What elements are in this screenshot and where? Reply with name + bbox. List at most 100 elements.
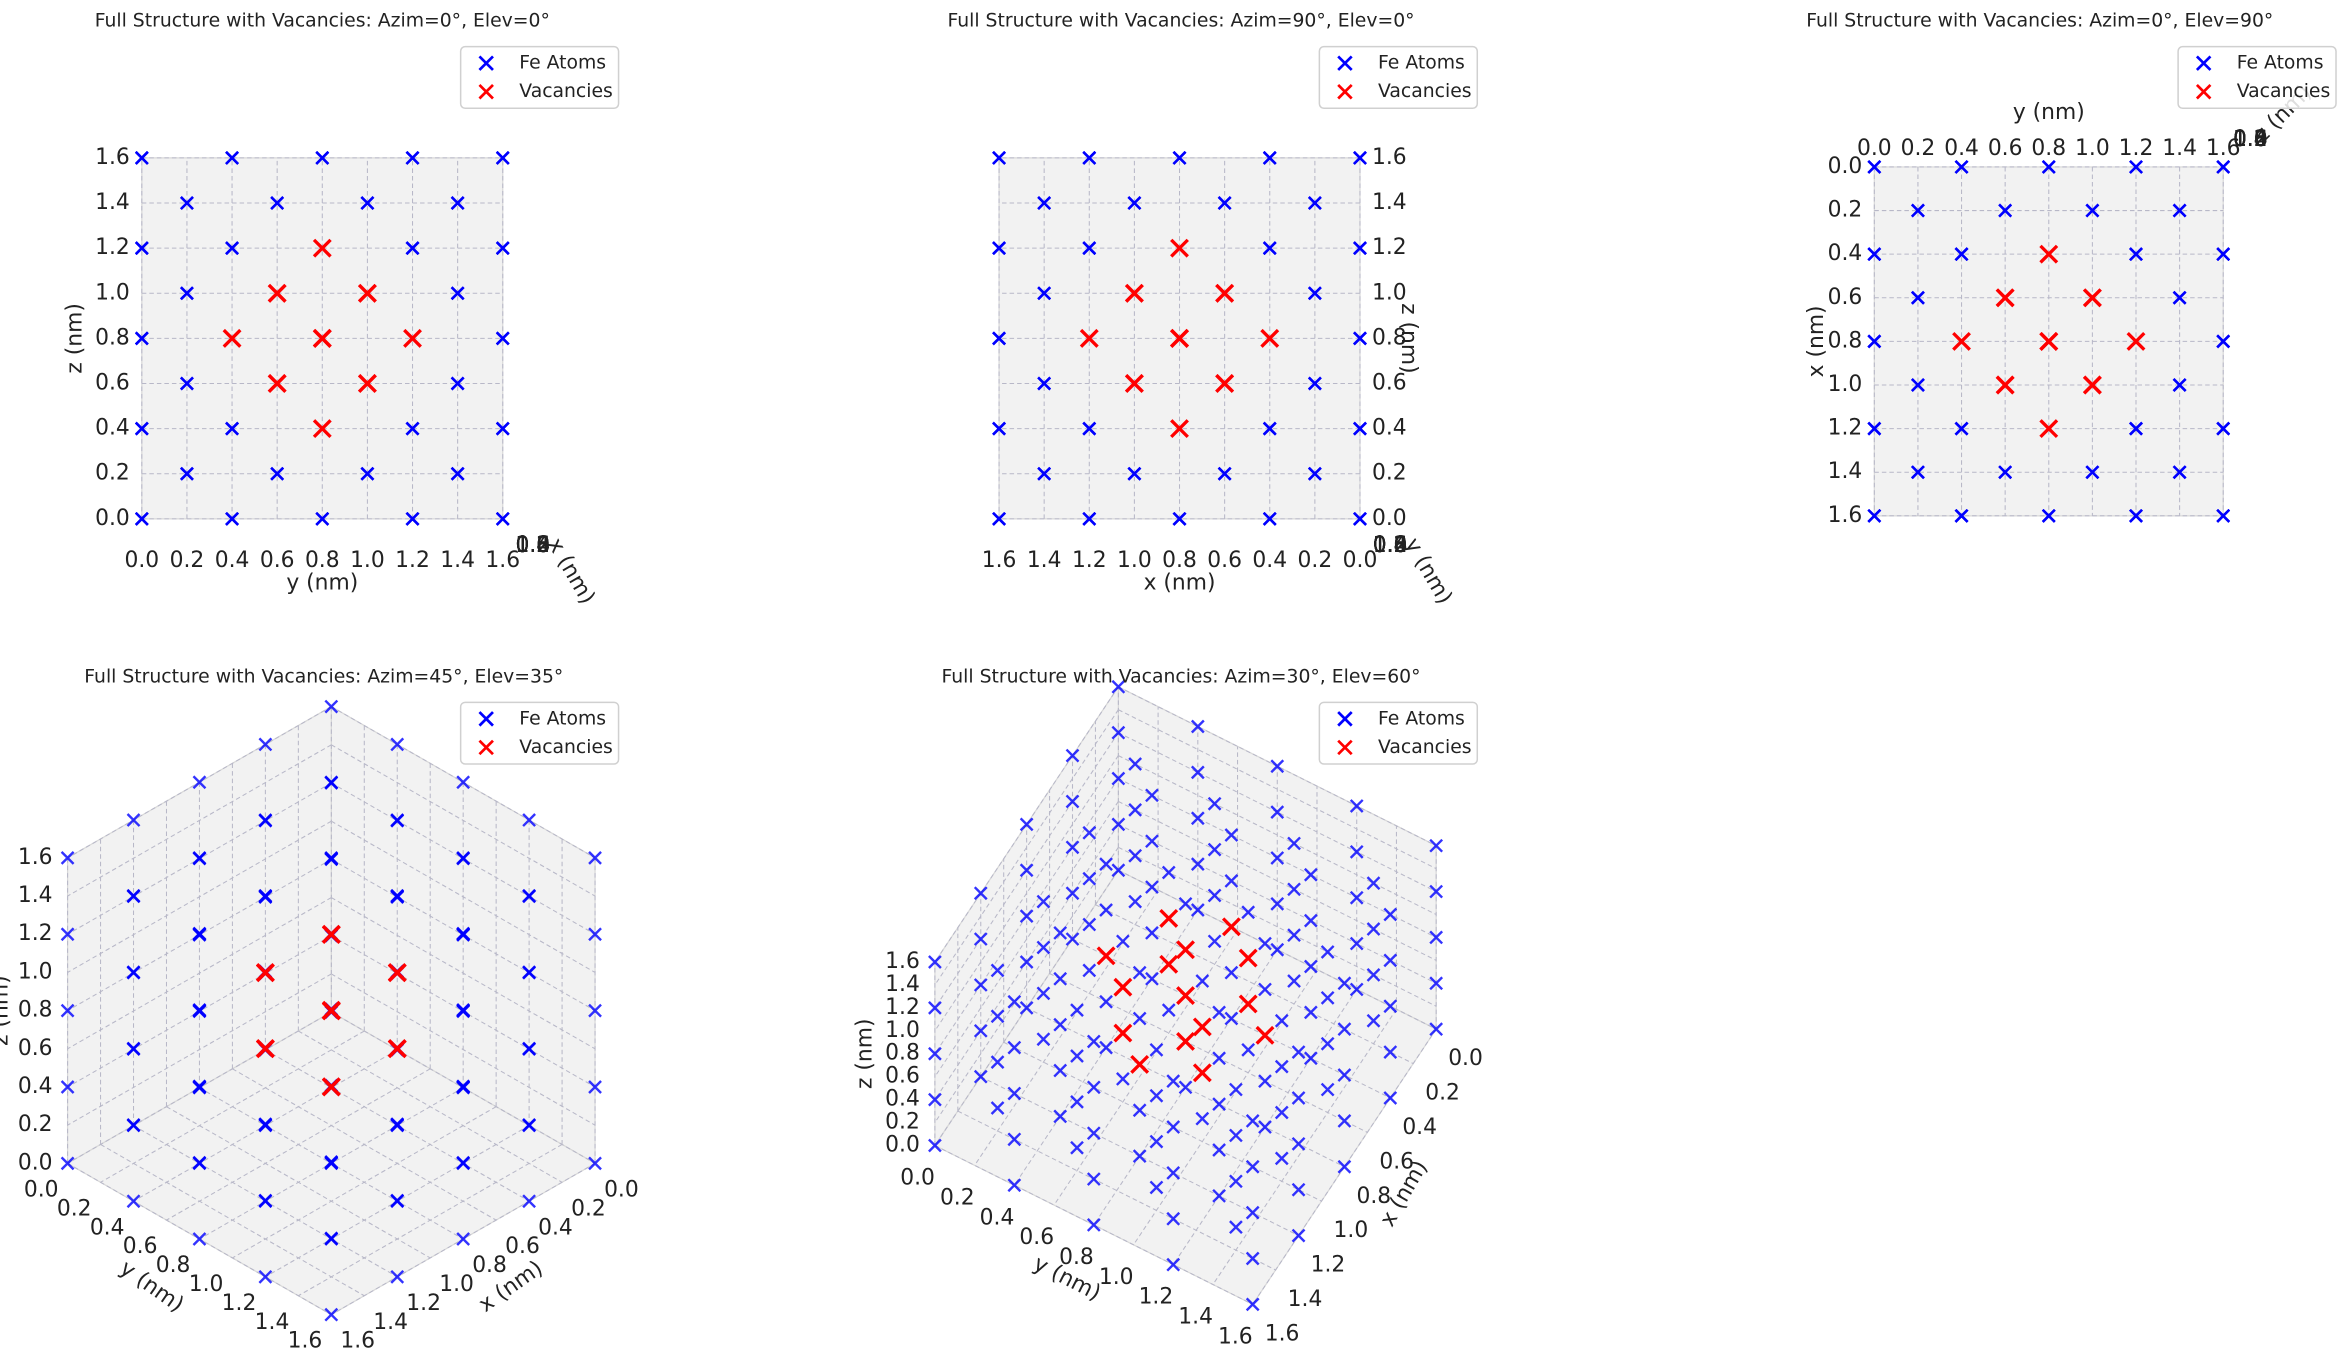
z-tick-label: 1.4 (95, 190, 130, 215)
y-tick-label: 0.4 (1944, 136, 1979, 161)
atom-marker (1995, 288, 2015, 308)
atom-marker (315, 511, 330, 526)
atom-marker (1132, 1103, 1147, 1118)
atom-marker (495, 331, 510, 346)
atom-marker (126, 965, 141, 980)
atom-marker (1320, 1082, 1335, 1097)
atom-marker (267, 283, 287, 303)
atom-marker (1082, 963, 1097, 978)
x-tick-label: 0.2 (1298, 548, 1333, 573)
atom-marker (1303, 867, 1318, 882)
atom-marker (1166, 1257, 1181, 1272)
atom-marker (1238, 994, 1258, 1014)
atom-marker (1308, 376, 1322, 391)
x-tick-label: 0.6 (1207, 548, 1242, 573)
y-tick-label: 0.4 (90, 1215, 125, 1240)
atom-marker (2039, 244, 2059, 264)
atom-marker (1303, 959, 1318, 974)
atom-marker (324, 1155, 339, 1170)
atom-marker (1149, 1042, 1164, 1057)
atom-marker (258, 737, 273, 752)
y-tick-label: 0.0 (1373, 533, 1408, 558)
x-tick-label: 0.6 (505, 1234, 540, 1259)
atom-marker (1260, 328, 1280, 348)
atom-marker (1124, 374, 1144, 393)
atom-marker (1353, 511, 1367, 526)
x-tick-label: 1.0 (1828, 372, 1863, 397)
atom-marker (1007, 1178, 1022, 1193)
z-tick-label: 0.2 (2233, 127, 2268, 152)
atom-marker (390, 737, 405, 752)
atom-marker (1349, 982, 1364, 997)
atom-marker (522, 965, 536, 980)
atom-marker (973, 886, 988, 901)
atom-marker (2126, 331, 2146, 351)
atom-marker (1258, 982, 1272, 997)
atom-marker (60, 1156, 75, 1171)
atom-marker (1867, 334, 1882, 349)
z-tick-label: 0.2 (1372, 461, 1407, 486)
grid-line (232, 1106, 497, 1259)
y-tick-label: 0.0 (900, 1166, 935, 1191)
z-tick-label: 1.4 (18, 883, 53, 908)
atom-marker (2216, 421, 2231, 436)
atom-marker (2172, 465, 2187, 480)
atom-marker (992, 511, 1006, 526)
y-axis-label: y (nm) (1399, 534, 1457, 609)
legend-marker (478, 711, 494, 727)
y-tick-label: 1.4 (2162, 136, 2197, 161)
atom-marker (1303, 1051, 1318, 1066)
atom-marker (522, 1118, 536, 1133)
atom-marker (60, 850, 75, 865)
grid-line (1072, 938, 1391, 1099)
z-axis-label: z (nm) (0, 975, 13, 1045)
atom-marker (1998, 465, 2013, 480)
atom-marker (1229, 1174, 1243, 1189)
atom-marker (134, 151, 149, 165)
grid-line (1118, 800, 1437, 961)
z-tick-label: 0.0 (95, 506, 130, 531)
atom-marker (1195, 974, 1210, 988)
z-tick-label: 1.2 (1372, 235, 1407, 260)
atom-marker (2129, 508, 2143, 523)
atom-marker (1111, 771, 1126, 786)
x-tick-label: 1.6 (1265, 1321, 1300, 1346)
atom-marker (450, 286, 465, 301)
atom-marker (1145, 834, 1159, 849)
atom-marker (1190, 719, 1205, 734)
atom-marker (1287, 882, 1301, 897)
atom-marker (1128, 802, 1143, 817)
atom-marker (324, 1307, 339, 1322)
atom-marker (387, 1039, 407, 1059)
z-tick-label: 0.8 (95, 325, 130, 350)
x-tick-label: 0.2 (1828, 198, 1863, 223)
y-tick-label: 0.0 (124, 548, 159, 573)
grid-line (1095, 904, 1414, 1065)
atom-marker (1170, 238, 1189, 258)
z-tick-label: 0.6 (2233, 127, 2268, 152)
atom-marker (1065, 840, 1080, 855)
atom-marker (1007, 1040, 1022, 1055)
z-tick-label: 0.6 (1372, 370, 1407, 395)
y-tick-label: 1.0 (189, 1272, 224, 1297)
y-tick-label: 1.6 (1373, 533, 1408, 558)
grid-line (331, 820, 596, 973)
atom-marker (192, 851, 207, 866)
atom-marker (2172, 203, 2187, 218)
atom-marker (324, 1231, 339, 1246)
atom-marker (1911, 203, 1925, 218)
atom-marker (1127, 196, 1142, 210)
atom-marker (1320, 1036, 1335, 1051)
atom-marker (1132, 965, 1147, 980)
atom-marker (1192, 1063, 1212, 1083)
y-tick-label: 0.2 (1373, 533, 1408, 558)
atom-marker (1349, 936, 1364, 951)
x-tick-label: 0.4 (516, 533, 551, 558)
grid-line (67, 897, 332, 1050)
legend-label: Vacancies (1378, 81, 1472, 102)
atom-marker (992, 151, 1006, 165)
atom-marker (1429, 884, 1444, 899)
y-tick-label: 0.8 (1373, 533, 1408, 558)
atom-marker (258, 1117, 273, 1132)
atom-marker (1217, 466, 1232, 481)
